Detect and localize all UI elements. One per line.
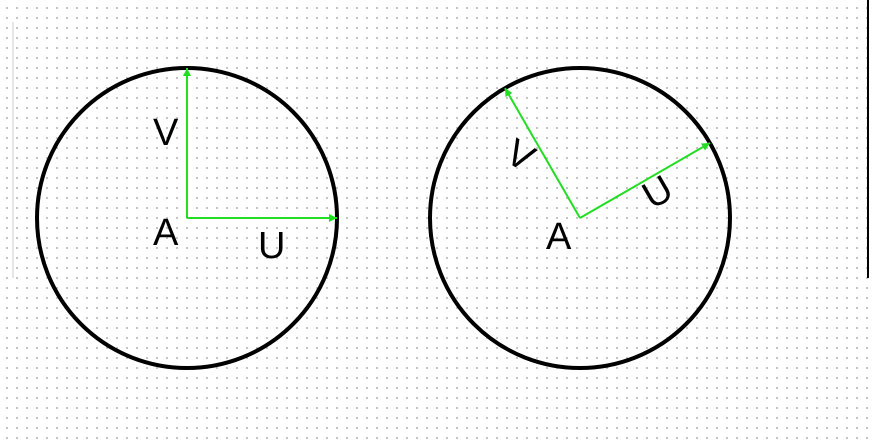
right-vector-u	[579, 142, 711, 219]
right-center-label: A	[546, 216, 572, 258]
right-figure: A U V	[428, 66, 732, 370]
left-figure: A U V	[35, 66, 339, 370]
right-vector-v	[504, 87, 581, 219]
left-center-label: A	[153, 212, 179, 254]
left-u-label: U	[258, 225, 285, 267]
right-u-label: U	[636, 168, 681, 218]
right-circle	[428, 66, 732, 370]
left-v-label: V	[153, 112, 179, 154]
right-v-label: V	[499, 131, 543, 180]
